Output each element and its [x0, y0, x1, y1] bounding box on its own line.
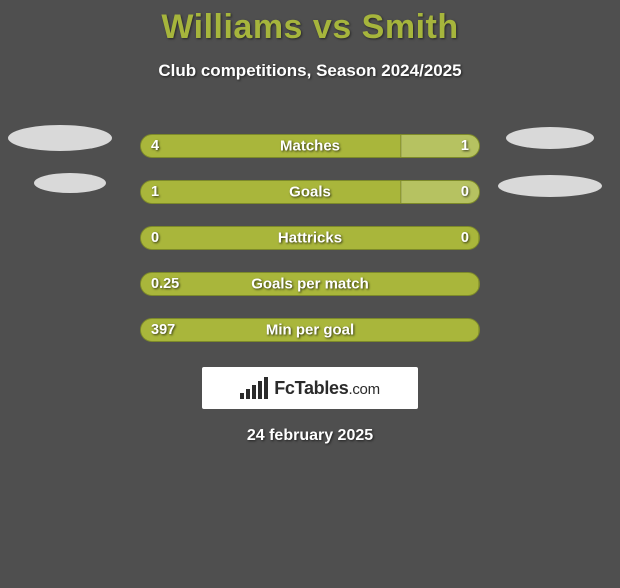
- logo-box: FcTables.com: [202, 367, 418, 409]
- bar-track: 00Hattricks: [140, 226, 480, 250]
- bar-track: 41Matches: [140, 134, 480, 158]
- date-label: 24 february 2025: [0, 427, 620, 445]
- value-left: 397: [151, 322, 175, 338]
- decorative-ellipse: [498, 175, 602, 197]
- bar-fill-left: [141, 181, 401, 203]
- bar-fill-left: [141, 135, 401, 157]
- bar-track: 0.25Goals per match: [140, 272, 480, 296]
- bar-fill-left: [141, 273, 479, 295]
- stat-row: 10Goals: [0, 169, 620, 215]
- value-left: 4: [151, 138, 159, 154]
- page-title: Williams vs Smith: [0, 8, 620, 47]
- decorative-ellipse: [8, 125, 112, 151]
- logo-brand: FcTables: [274, 378, 348, 398]
- stat-row: 00Hattricks: [0, 215, 620, 261]
- comparison-chart: 41Matches10Goals00Hattricks0.25Goals per…: [0, 123, 620, 353]
- bar-track: 397Min per goal: [140, 318, 480, 342]
- value-right: 1: [461, 138, 469, 154]
- value-right: 0: [461, 230, 469, 246]
- value-right: 0: [461, 184, 469, 200]
- bar-fill-left: [141, 319, 479, 341]
- subtitle: Club competitions, Season 2024/2025: [0, 61, 620, 81]
- bar-track: 10Goals: [140, 180, 480, 204]
- stat-row: 397Min per goal: [0, 307, 620, 353]
- logo-bars-icon: [240, 377, 268, 399]
- stat-row: 0.25Goals per match: [0, 261, 620, 307]
- stat-row: 41Matches: [0, 123, 620, 169]
- value-left: 0.25: [151, 276, 179, 292]
- value-left: 0: [151, 230, 159, 246]
- decorative-ellipse: [506, 127, 594, 149]
- value-left: 1: [151, 184, 159, 200]
- bar-fill-left: [141, 227, 479, 249]
- logo-text: FcTables.com: [274, 378, 380, 399]
- logo-suffix: .com: [348, 381, 379, 398]
- decorative-ellipse: [34, 173, 106, 193]
